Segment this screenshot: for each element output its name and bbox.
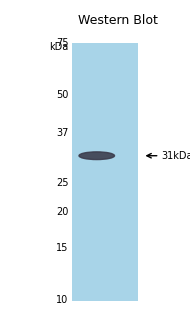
- Text: 50: 50: [56, 90, 68, 100]
- Text: kDa: kDa: [49, 42, 68, 52]
- Ellipse shape: [79, 152, 115, 159]
- Text: Western Blot: Western Blot: [78, 14, 158, 27]
- Text: 75: 75: [56, 38, 68, 48]
- Text: 10: 10: [56, 295, 68, 305]
- Text: 15: 15: [56, 243, 68, 253]
- Text: 20: 20: [56, 206, 68, 217]
- Text: 37: 37: [56, 128, 68, 138]
- Text: 31kDa: 31kDa: [162, 151, 190, 161]
- Text: 25: 25: [56, 178, 68, 188]
